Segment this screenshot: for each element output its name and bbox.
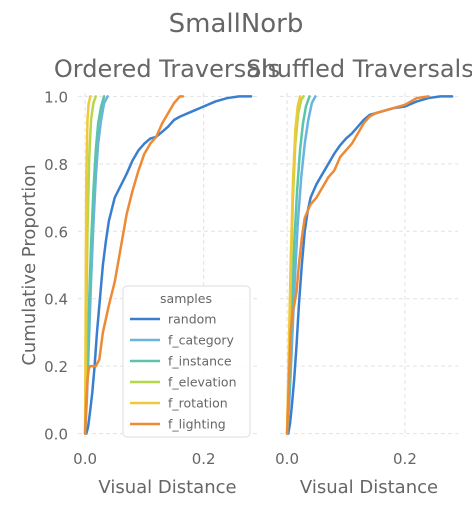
lines-ordered	[83, 95, 253, 435]
series-line-f-rotation-ordered	[83, 95, 92, 435]
x-axis-label-shuffled: Visual Distance	[300, 477, 438, 498]
series-line-f-lighting-shuffled	[285, 95, 430, 435]
y-tick-label: 0.8	[44, 156, 68, 174]
legend: samples random f_category f_instance f_elev…	[122, 285, 251, 438]
legend-label-f-rotation: f_rotation	[168, 396, 228, 411]
series-line-random-shuffled	[287, 95, 454, 435]
x-tick-label: 0.0	[73, 450, 97, 468]
y-tick-label: 0.6	[44, 223, 68, 241]
x-tick-label: 0.2	[192, 450, 216, 468]
series-line-f-instance-ordered	[83, 95, 106, 435]
legend-title: samples	[160, 291, 212, 306]
x-tick-label: 0.0	[275, 450, 299, 468]
legend-label-random: random	[168, 312, 216, 327]
series-line-f-lighting-ordered	[83, 95, 185, 435]
figure-title: SmallNorb	[169, 9, 304, 39]
y-tick-label: 0.2	[44, 358, 68, 376]
grid-shuffled	[280, 93, 458, 437]
legend-label-f-elevation: f_elevation	[168, 375, 237, 390]
y-tick-label: 1.0	[44, 88, 68, 106]
panel-title-ordered: Ordered Traversals	[54, 55, 280, 83]
y-axis-label: Cumulative Proportion	[19, 164, 40, 365]
panel-title-shuffled: Shuffled Traversals	[246, 55, 472, 83]
panel-shuffled-traversals: 0.0 0.2 Shuffled Traversals Visual Distan…	[246, 55, 472, 498]
legend-label-f-category: f_category	[168, 333, 234, 348]
legend-box	[122, 285, 251, 438]
x-axis-label-ordered: Visual Distance	[98, 477, 236, 498]
panel-ordered-traversals: 0.0 0.2 0.4 0.6 0.8 1.0 0.0 0.2 Ordered Travers…	[19, 55, 280, 498]
y-tick-label: 0.0	[44, 426, 68, 444]
x-tick-label: 0.2	[393, 450, 417, 468]
legend-label-f-instance: f_instance	[168, 354, 232, 369]
legend-items: random f_category f_instance f_elevation f_r…	[130, 312, 237, 432]
ticks-ordered: 0.0 0.2 0.4 0.6 0.8 1.0 0.0 0.2	[44, 88, 215, 468]
y-tick-label: 0.4	[44, 291, 68, 309]
lines-shuffled	[285, 95, 454, 435]
legend-label-f-lighting: f_lighting	[168, 417, 226, 432]
ticks-shuffled: 0.0 0.2	[275, 450, 417, 468]
series-line-random-ordered	[85, 95, 253, 435]
